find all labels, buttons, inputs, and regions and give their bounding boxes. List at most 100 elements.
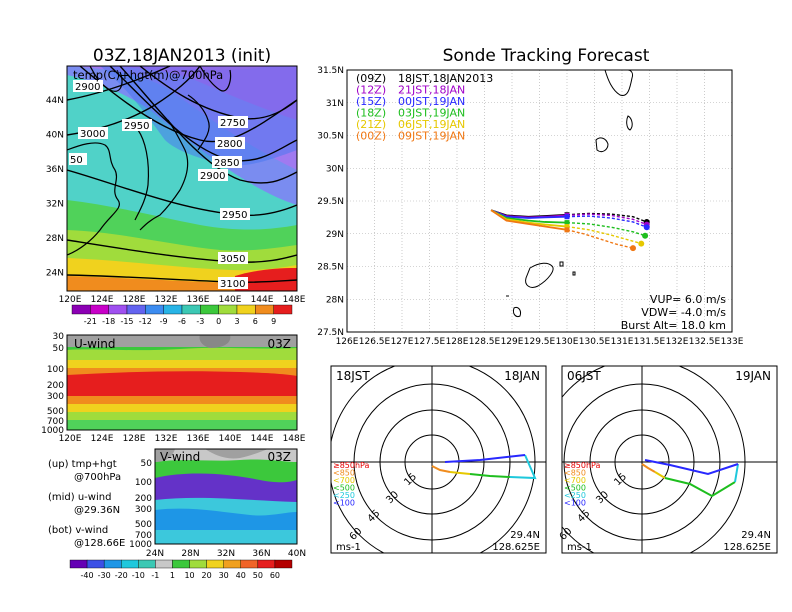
pressure-band-label: <700: [564, 476, 586, 485]
ring-speed-label: 15: [402, 471, 419, 488]
contour-label: 3100: [220, 279, 245, 290]
pressure-tick-label: 300: [47, 392, 64, 402]
latitude-tick-label: 40N: [46, 131, 64, 141]
launch-legend-time: 18JST,18JAN2013: [398, 72, 493, 85]
pressure-band-label: <850: [564, 469, 586, 478]
launch-legend-code: (15Z): [356, 95, 386, 108]
track-descent-line: [566, 221, 646, 237]
pressure-tick-label: 500: [135, 520, 152, 530]
latitude-tick-label: 30N: [326, 164, 344, 174]
legend-bot-line1: (bot) v-wind: [48, 525, 108, 536]
longitude-tick-label: 128E: [123, 434, 146, 444]
colorbar-label: -20: [115, 571, 128, 580]
pressure-tick-label: 200: [135, 494, 152, 504]
colorbar-swatch: [172, 559, 190, 569]
burst-point-marker: [564, 220, 570, 226]
latitude-tick-label: 36N: [252, 549, 270, 559]
longitude-tick-label: 148E: [283, 434, 306, 444]
pressure-tick-label: 100: [135, 478, 152, 488]
colorbar-swatch: [181, 304, 201, 315]
pressure-tick-label: 300: [135, 505, 152, 515]
pressure-band-label: <850: [333, 469, 355, 478]
colorbar-label: 20: [202, 571, 212, 580]
track-descent-line: [566, 215, 647, 228]
launch-legend-time: 21JST,18JAN: [398, 84, 465, 97]
colorbar-label: 6: [253, 317, 258, 326]
pressure-band-label: <100: [564, 499, 586, 508]
latitude-tick-label: 24N: [146, 549, 164, 559]
tracking-map: 27.5N 28N 28.5N 29N 29.5N 30N 30.5N 31N 31.5N 12…: [317, 66, 744, 347]
latitude-tick-label: 27.5N: [317, 328, 344, 338]
pressure-tick-label: 30: [53, 332, 65, 342]
contour-label: 2900: [200, 171, 225, 182]
contour-label: 3050: [220, 254, 245, 265]
colorbar-swatch: [257, 559, 276, 569]
hodograph-trace: [641, 459, 739, 498]
ring-speed-label: 60: [558, 526, 575, 543]
latitude-tick-label: 28.5N: [317, 263, 344, 273]
longitude-tick-label: 140E: [219, 434, 242, 444]
sonde-parameters: VUP= 6.0 m/s VDW= -4.0 m/s Burst Alt= 18…: [621, 293, 727, 332]
left-title: 03Z,18JAN2013 (init): [93, 46, 271, 66]
longitude-tick-label: 127.5E: [414, 337, 446, 347]
longitude-tick-label: 124E: [91, 434, 114, 444]
contour-label: 2850: [214, 158, 239, 169]
launch-legend-code: (18Z): [356, 107, 386, 120]
pressure-tick-label: 1000: [129, 540, 152, 550]
landing-point-marker: [638, 240, 645, 247]
launch-legend-code: (21Z): [356, 118, 386, 131]
colorbar-label: -9: [160, 317, 168, 326]
pressure-tick-label: 700: [47, 417, 64, 427]
pressure-tick-label: 100: [47, 365, 64, 375]
longitude-tick-label: 144E: [251, 434, 274, 444]
colorbar-swatch: [240, 559, 259, 569]
tracking-title: Sonde Tracking Forecast: [443, 46, 650, 66]
descent-rate: VDW= -4.0 m/s: [641, 306, 726, 319]
pressure-band-label: <500: [333, 484, 355, 493]
longitude-tick-label: 144E: [251, 295, 274, 305]
landing-point-marker: [642, 232, 649, 239]
pressure-tick-label: 50: [53, 344, 65, 354]
longitude-tick-label: 136E: [187, 434, 210, 444]
islands: [506, 70, 633, 317]
colorbar-label: 1: [170, 571, 175, 580]
longitude-tick-label: 132E: [155, 434, 178, 444]
colorbar-label: -6: [178, 317, 186, 326]
latitude-tick-label: 29N: [326, 230, 344, 240]
colorbar-swatch: [163, 304, 183, 315]
latitude-tick-label: 30.5N: [317, 132, 344, 142]
launch-legend-time: 06JST,19JAN: [398, 118, 465, 131]
pressure-band-label: <250: [333, 491, 355, 500]
track-descent-line: [566, 213, 647, 226]
colorbar-label: -15: [120, 317, 133, 326]
legend-mid-line1: (mid) u-wind: [48, 492, 111, 503]
latitude-tick-label: 32N: [217, 549, 235, 559]
colorbar-swatch: [274, 559, 293, 569]
longitude-tick-label: 136E: [187, 295, 210, 305]
u-wind-label: U-wind: [74, 337, 115, 351]
colorbar-swatch: [69, 559, 88, 569]
track-descent-line: [566, 229, 634, 249]
colorbar-swatch: [71, 304, 91, 315]
pressure-tick-label: 700: [135, 531, 152, 541]
colorbar-swatch: [138, 559, 156, 569]
colorbar-label: -12: [139, 317, 152, 326]
track-ascent-line: [490, 209, 568, 231]
longitude-tick-label: 128E: [446, 337, 469, 347]
colorbar-swatch: [121, 559, 139, 569]
latitude-tick-label: 28N: [181, 549, 199, 559]
longitude-tick-label: 120E: [59, 295, 82, 305]
ascent-rate: VUP= 6.0 m/s: [650, 293, 726, 306]
burst-point-marker: [564, 227, 570, 233]
pressure-band-label: <250: [564, 491, 586, 500]
landing-point-marker: [643, 224, 650, 231]
colorbar-swatch: [108, 304, 128, 315]
longitude-tick-label: 127E: [391, 337, 414, 347]
colorbar-swatch: [223, 559, 241, 569]
latitude-tick-label: 31N: [326, 99, 344, 109]
colorbar-label: -1: [151, 571, 159, 580]
